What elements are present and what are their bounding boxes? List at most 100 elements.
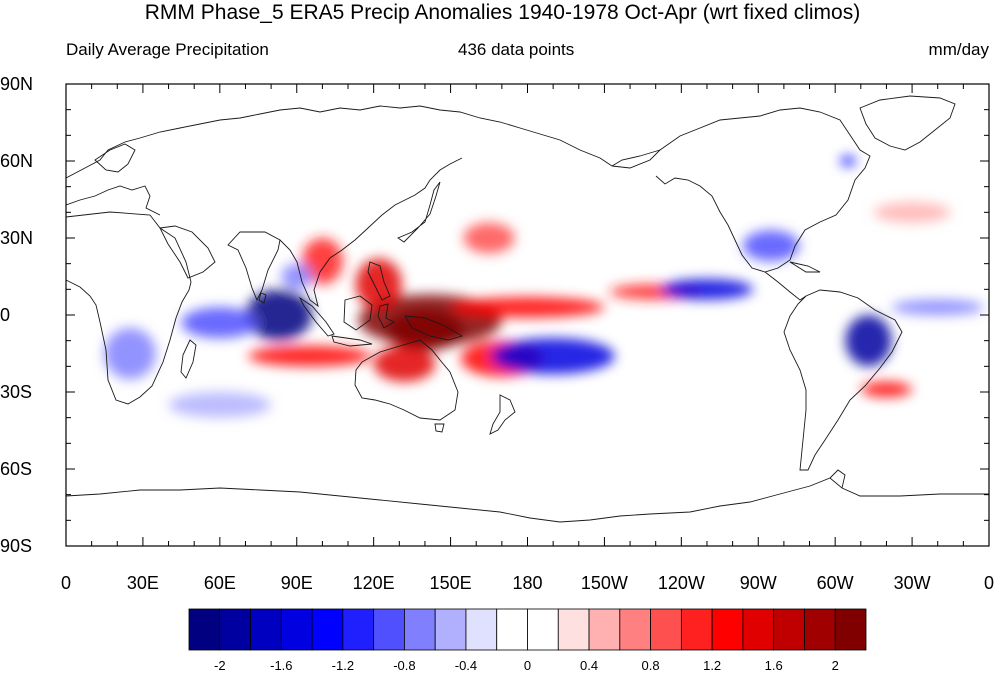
anomaly-bay-of-bengal [281,263,313,290]
lon-label: 150E [429,573,472,593]
coast-antarctica [66,477,989,523]
coast-japan [397,181,441,243]
anomaly-new-guinea-core [386,309,464,351]
colorbar-box [404,608,436,651]
colorbar-label: 1.2 [703,658,722,673]
colorbar-label: -2 [213,658,226,673]
coast-new-guinea [404,315,464,341]
subtitle-right: mm/day [928,40,989,59]
coast-southeast-asia [279,157,463,308]
coast-south-america [783,289,903,471]
coast-java [331,335,373,347]
coast-sumatra [298,296,335,337]
anomaly-labrador [840,155,856,167]
colorbar-box [496,608,528,651]
coast-cuba [789,261,821,273]
anomaly-gulf-of-mexico [742,230,800,262]
anomaly-tropical-atlantic [891,299,984,315]
colorbar-box [219,608,251,651]
anomaly-north-atlantic [873,202,951,223]
lon-label: 0 [983,573,995,593]
colorbar-box [557,608,590,651]
lat-label: 60N [0,151,34,171]
coast-philippines [367,261,391,301]
anomaly-australia-north [373,345,436,382]
coast-greenland [859,95,956,151]
coast-eurasia-north [66,105,613,179]
anomaly-indochina [301,238,343,285]
lat-label: 30S [0,382,33,402]
colorbar-box [619,608,651,651]
anomaly-southern-indian-ocean [168,392,272,418]
lon-label: 120E [352,573,395,593]
colorbar-label: 0.4 [579,658,599,673]
coast-australia [354,339,459,421]
axis-ticks [65,83,990,547]
colorbar-box [342,608,375,651]
anomaly-brazil [845,315,892,367]
anomaly-south-atlantic-sacz [860,381,913,398]
lon-label: 30E [126,573,159,593]
colorbar-box [834,608,867,651]
coast-africa [66,211,192,405]
colorbar-box [588,608,621,651]
colorbar-box [250,608,282,651]
lon-label: 30W [893,573,931,593]
lon-label: 90W [739,573,777,593]
coast-north-america [611,107,871,273]
anomaly-south-china-sea [355,258,402,310]
subtitle-left: Daily Average Precipitation [66,40,269,59]
colorbar-box [188,608,221,651]
colorbar-label: 0.8 [641,658,660,673]
lon-label: 120W [657,573,705,593]
anomaly-layer [104,155,984,418]
colorbar-box [311,608,344,651]
lat-label: 90N [0,74,34,94]
coastlines [66,95,989,523]
colorbar-label: -1.6 [270,658,293,673]
coast-india [227,231,281,302]
colorbar-box [280,608,313,651]
lon-label: 150W [580,573,628,593]
anomaly-west-indian-ocean [181,307,259,339]
anomaly-south-pacific-dry [491,338,615,375]
coast-central-america [764,271,807,301]
colorbar-label: -0.8 [393,658,416,673]
anomaly-south-africa [104,327,156,380]
coast-tasmania [434,423,445,433]
coast-scandinavia [94,143,136,173]
colorbar-box [680,608,713,651]
lon-label: 60W [816,573,854,593]
coast-sri-lanka [258,292,267,304]
lat-label: 90S [0,536,33,556]
chart-title: RMM Phase_5 ERA5 Precip Anomalies 1940-1… [144,1,861,24]
coast-alaska [611,149,661,167]
colorbar-box [465,608,498,651]
anomaly-south-indian-band [248,345,372,367]
colorbar-box [711,608,744,651]
colorbar-label: 2 [831,658,839,673]
coast-antarctic-peninsula [829,469,846,489]
coast-europe [66,185,161,216]
colorbar-box [434,608,467,651]
coast-borneo [343,295,373,331]
lat-label: 0 [0,305,11,325]
lat-label: 60S [0,459,33,479]
subtitle-center: 436 data points [458,40,575,59]
lon-label: 90E [280,573,313,593]
coast-sulawesi [377,303,395,329]
colorbar-box [804,608,836,651]
colorbar-label: 1.6 [764,658,783,673]
lon-label: 0 [60,573,72,593]
colorbar-box [650,608,682,651]
anomaly-north-pacific-storm-track [463,222,515,254]
lon-label: 60E [203,573,236,593]
coast-arabia [159,225,216,279]
colorbar-label: -1.2 [331,658,355,673]
colorbar-box [742,608,775,651]
anomaly-east-pacific-itcz [660,279,754,300]
colorbar-label: 0 [523,658,532,673]
colorbar-box [527,608,559,651]
colorbar [188,608,867,651]
